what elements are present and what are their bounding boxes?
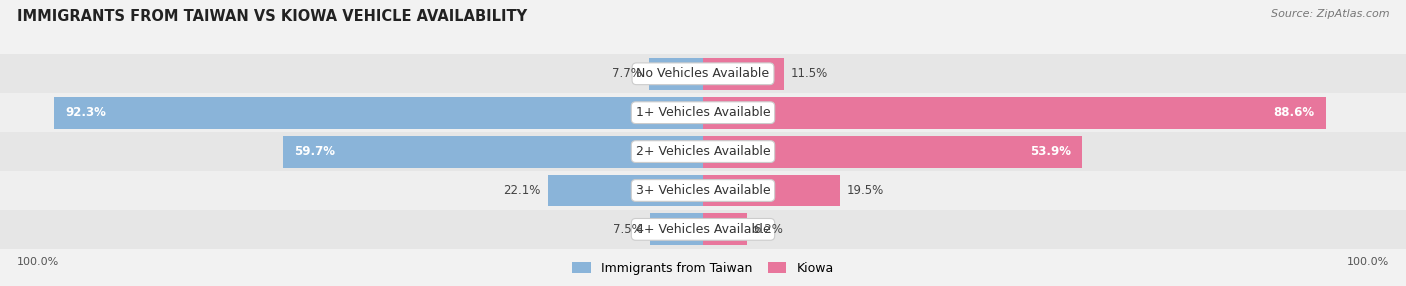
Text: 100.0%: 100.0% [1347, 257, 1389, 267]
Text: 92.3%: 92.3% [66, 106, 107, 119]
Text: 59.7%: 59.7% [295, 145, 336, 158]
Bar [0, 54, 1406, 93]
Text: 3+ Vehicles Available: 3+ Vehicles Available [636, 184, 770, 197]
Bar [0, 171, 1406, 210]
Text: 19.5%: 19.5% [846, 184, 884, 197]
Text: 4+ Vehicles Available: 4+ Vehicles Available [636, 223, 770, 236]
Text: 1+ Vehicles Available: 1+ Vehicles Available [636, 106, 770, 119]
Text: IMMIGRANTS FROM TAIWAN VS KIOWA VEHICLE AVAILABILITY: IMMIGRANTS FROM TAIWAN VS KIOWA VEHICLE … [17, 9, 527, 23]
Bar [703, 136, 1083, 168]
Bar [703, 213, 747, 245]
Text: 6.2%: 6.2% [754, 223, 783, 236]
Text: 11.5%: 11.5% [790, 67, 828, 80]
Text: 22.1%: 22.1% [503, 184, 541, 197]
Text: 7.7%: 7.7% [612, 67, 643, 80]
Bar [703, 174, 841, 206]
Text: 53.9%: 53.9% [1029, 145, 1071, 158]
Text: 2+ Vehicles Available: 2+ Vehicles Available [636, 145, 770, 158]
Text: 88.6%: 88.6% [1274, 106, 1315, 119]
Bar [703, 58, 785, 90]
Bar [548, 174, 703, 206]
Bar [0, 210, 1406, 249]
Bar [650, 58, 703, 90]
Bar [650, 213, 703, 245]
Text: 100.0%: 100.0% [17, 257, 59, 267]
Bar [0, 93, 1406, 132]
Text: No Vehicles Available: No Vehicles Available [637, 67, 769, 80]
Bar [0, 132, 1406, 171]
Text: Source: ZipAtlas.com: Source: ZipAtlas.com [1271, 9, 1389, 19]
Legend: Immigrants from Taiwan, Kiowa: Immigrants from Taiwan, Kiowa [568, 257, 838, 280]
Bar [703, 97, 1326, 129]
Bar [283, 136, 703, 168]
Text: 7.5%: 7.5% [613, 223, 644, 236]
Bar [55, 97, 703, 129]
